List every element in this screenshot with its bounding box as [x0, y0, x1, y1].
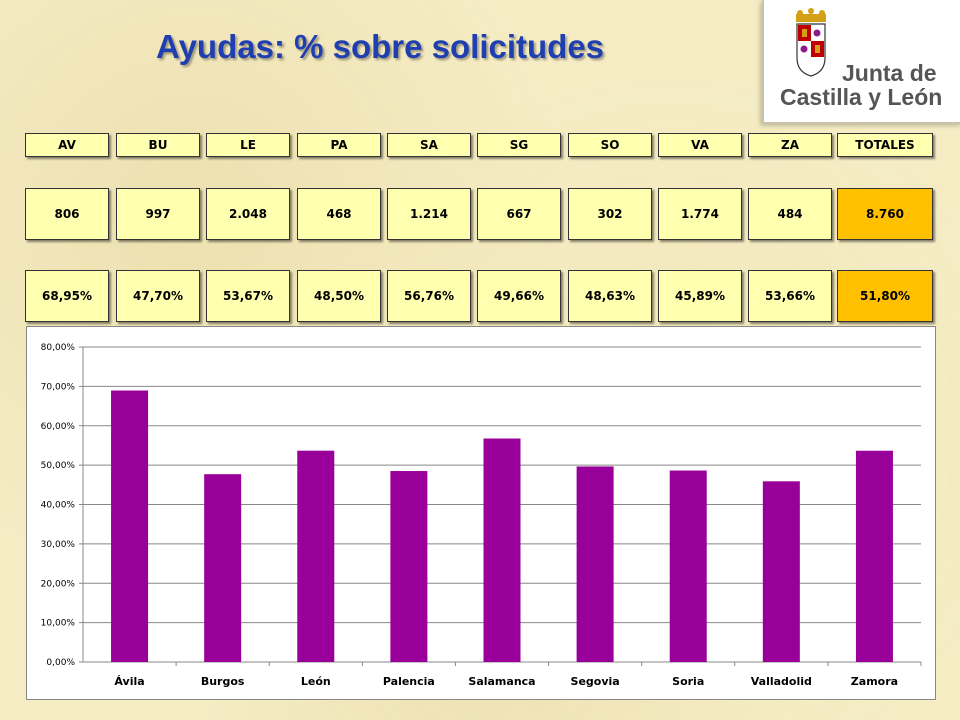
percent-cell-so: 48,63% [568, 270, 652, 322]
logo-line2: Castilla y León [780, 84, 943, 110]
percent-cell-av: 68,95% [25, 270, 109, 322]
count-cell-so: 302 [568, 188, 652, 240]
y-tick-label: 60,00% [41, 422, 76, 432]
percent-cell-le: 53,67% [206, 270, 290, 322]
percent-cell-pa: 48,50% [297, 270, 381, 322]
bar-5 [576, 466, 614, 662]
percent-cell-za: 53,66% [748, 270, 832, 322]
slide-title: Ayudas: % sobre solicitudes [155, 28, 605, 65]
junta-logo: Junta de Castilla y León [762, 0, 960, 124]
x-tick-label: Palencia [383, 675, 435, 688]
x-tick-label: Valladolid [751, 675, 812, 688]
x-tick-label: Burgos [201, 675, 245, 688]
count-cell-sg: 667 [477, 188, 561, 240]
header-cell-bu: BU [116, 133, 200, 157]
bar-chart: 0,00% 10,00% 20,00% 30,00% 40,00% 50,00% 60,00… [26, 326, 936, 700]
y-tick-label: 40,00% [41, 501, 76, 511]
y-tick-label: 10,00% [41, 619, 76, 629]
x-tick-label: Ávila [114, 675, 144, 688]
header-cell-pa: PA [297, 133, 381, 157]
x-tick-label: Soria [672, 675, 704, 688]
y-tick-label: 50,00% [41, 461, 76, 471]
percent-cell-sg: 49,66% [477, 270, 561, 322]
header-cell-sa: SA [387, 133, 471, 157]
header-cell-za: ZA [748, 133, 832, 157]
percent-cell-sa: 56,76% [387, 270, 471, 322]
count-cell-pa: 468 [297, 188, 381, 240]
count-cell-bu: 997 [116, 188, 200, 240]
x-tick-label: Zamora [851, 675, 898, 688]
bar-0 [111, 390, 149, 662]
bar-7 [762, 481, 800, 662]
bar-1 [204, 474, 242, 662]
count-cell-totales: 8.760 [837, 188, 933, 240]
count-cell-sa: 1.214 [387, 188, 471, 240]
y-tick-label: 80,00% [41, 343, 76, 353]
x-tick-label: Salamanca [468, 675, 535, 688]
y-tick-label: 0,00% [46, 658, 75, 668]
x-tick-label: Segovia [571, 675, 620, 688]
y-tick-label: 30,00% [41, 540, 76, 550]
header-cell-le: LE [206, 133, 290, 157]
percent-cell-totales: 51,80% [837, 270, 933, 322]
header-cell-va: VA [658, 133, 742, 157]
bar-chart-svg: 0,00% 10,00% 20,00% 30,00% 40,00% 50,00% 60,00… [41, 343, 922, 688]
header-cell-sg: SG [477, 133, 561, 157]
y-tick-label: 20,00% [41, 579, 76, 589]
percent-cell-bu: 47,70% [116, 270, 200, 322]
header-cell-so: SO [568, 133, 652, 157]
x-tick-label: León [301, 675, 331, 688]
count-cell-za: 484 [748, 188, 832, 240]
count-cell-le: 2.048 [206, 188, 290, 240]
bar-4 [483, 438, 521, 662]
header-cell-totales: TOTALES [837, 133, 933, 157]
percent-cell-va: 45,89% [658, 270, 742, 322]
bar-8 [855, 450, 893, 662]
logo-line1: Junta de [842, 60, 937, 86]
header-cell-av: AV [25, 133, 109, 157]
bar-2 [297, 450, 335, 662]
coat-of-arms-icon [796, 8, 826, 77]
bar-6 [669, 470, 707, 662]
count-cell-av: 806 [25, 188, 109, 240]
count-cell-va: 1.774 [658, 188, 742, 240]
bar-3 [390, 471, 428, 662]
y-tick-label: 70,00% [41, 382, 76, 392]
